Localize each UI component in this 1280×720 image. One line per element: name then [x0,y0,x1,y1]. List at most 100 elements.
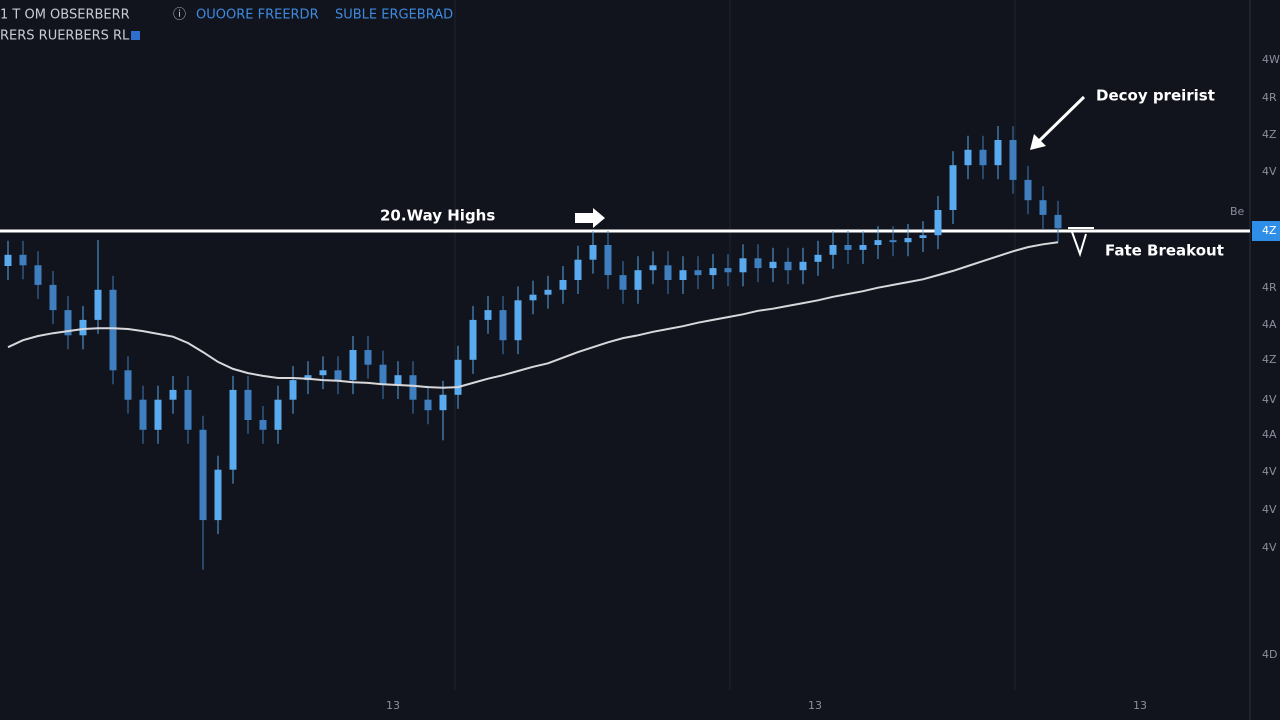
price-axis-label: 4A [1262,318,1277,331]
price-axis-label: 4V [1262,465,1277,478]
time-axis-label: 13 [1133,699,1147,712]
candle-body [619,275,627,290]
side-label: Be [1230,205,1245,218]
candle-body [514,300,522,341]
price-axis-label: 4D [1262,648,1277,661]
candle-body [859,245,867,250]
candle-body [1054,214,1062,229]
candle-body [424,399,432,411]
candle-body [124,370,132,400]
candle-body [589,245,597,260]
candle-body [664,265,672,280]
candle-body [274,399,282,430]
candle-body [574,259,582,280]
price-tag-label: 4Z [1262,224,1277,237]
candle-body [109,289,117,371]
candle-body [1024,179,1032,201]
candle-body [319,370,327,376]
candle-body [64,310,72,336]
price-axis-label: 4Z [1262,353,1277,366]
candle-body [799,261,807,271]
price-axis-label: 4V [1262,541,1277,554]
candle-body [634,270,642,290]
candle-body [79,319,87,336]
candle-body [919,235,927,238]
candle-body [394,375,402,385]
candle-body [694,270,702,276]
candle-body [934,210,942,236]
candle-body [814,254,822,262]
arrow-head [1030,134,1046,150]
indicator: OUOORE FREERDR [196,8,319,23]
candle-body [604,245,612,276]
candle-body [184,389,192,430]
candle-body [229,389,237,470]
moving-average [7,241,1059,389]
sub-header: RERS RUERBERS RL [0,29,130,44]
candle-body [469,319,477,360]
candle-body [334,370,342,381]
indicator: SUBLE ERGEBRAD [335,8,453,23]
candle-body [499,310,507,341]
arrow-line [1036,95,1086,144]
price-axis-label: 4R [1262,281,1277,294]
price-axis-label: 4Z [1262,128,1277,141]
candle-body [349,350,357,381]
price-axis-label: 4W [1262,53,1280,66]
candle-body [784,261,792,271]
candle-body [769,261,777,269]
candle-body [709,268,717,276]
candle-body [649,265,657,271]
candle-body [829,245,837,255]
price-axis-label: 4A [1262,428,1277,441]
candle-body [154,399,162,430]
time-axis-label: 13 [386,699,400,712]
candle-body [529,294,537,301]
annotation: 20.Way Highs [380,207,495,225]
candle-body [874,240,882,245]
candle-body [94,289,102,320]
candle-body [964,149,972,166]
arrow-down [1068,227,1094,258]
candle-body [259,420,267,430]
candle-body [724,268,732,273]
candle-body [169,389,177,400]
candle-body [139,399,147,430]
candle-body [439,394,447,411]
candle-body [844,245,852,250]
price-tag [1252,221,1280,241]
marks [0,126,1250,570]
candle-body [889,240,897,243]
candle-body [19,254,27,266]
annotation: Decoy preirist [1096,87,1215,105]
price-axis-label: 4V [1262,165,1277,178]
candle-body [904,238,912,243]
candle-body [214,469,222,521]
candle-body [544,289,552,295]
candle-body [379,364,387,385]
candle-body [1039,200,1047,215]
candle-body [1009,140,1017,180]
price-axis-label: 4R [1262,91,1277,104]
candle-body [979,149,987,166]
symbol: 1 T OM OBSERBERR [0,8,130,23]
candle-body [409,375,417,400]
time-axis-label: 13 [808,699,822,712]
candle-body [949,165,957,210]
arrow-right [575,208,605,228]
candle-body [289,380,297,400]
indicator-dot [131,31,140,40]
candle-body [364,350,372,365]
candle-body [559,280,567,290]
price-axis-label: 4V [1262,503,1277,516]
candle-body [4,254,12,266]
annotation: Fate Breakout [1105,242,1224,260]
candle-body [454,359,462,395]
info-icon: ⓘ [173,8,186,23]
candle-body [304,375,312,381]
price-axis-label: 4V [1262,393,1277,406]
candle-body [199,429,207,521]
